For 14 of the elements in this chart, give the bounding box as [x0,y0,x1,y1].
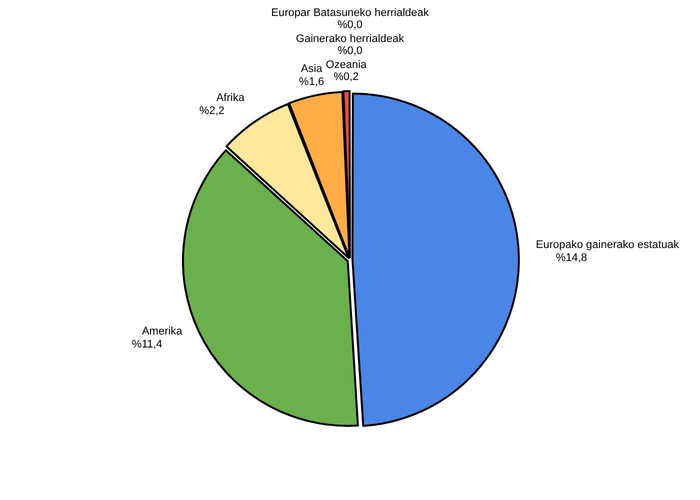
category-label: Gainerako herrialdeak [296,33,404,45]
data-label: %14,8 [556,252,588,264]
data-label: %11,4 [132,338,162,350]
slice-label: Amerika [142,325,184,338]
data-label: %2,2 [199,104,224,117]
slice-label: Ozeania [326,59,368,72]
data-label: %0,2 [334,71,359,84]
text: %0,0 [337,19,363,31]
data-label: %1,6 [299,76,324,88]
slice-label: Europako gainerako estatuak [536,239,680,252]
category-label: Europar Batasuneko herrialdeak [271,7,429,19]
slice-label: Asia [300,63,324,76]
slice-label: Afrika [216,92,246,104]
text: %0,0 [337,45,363,57]
